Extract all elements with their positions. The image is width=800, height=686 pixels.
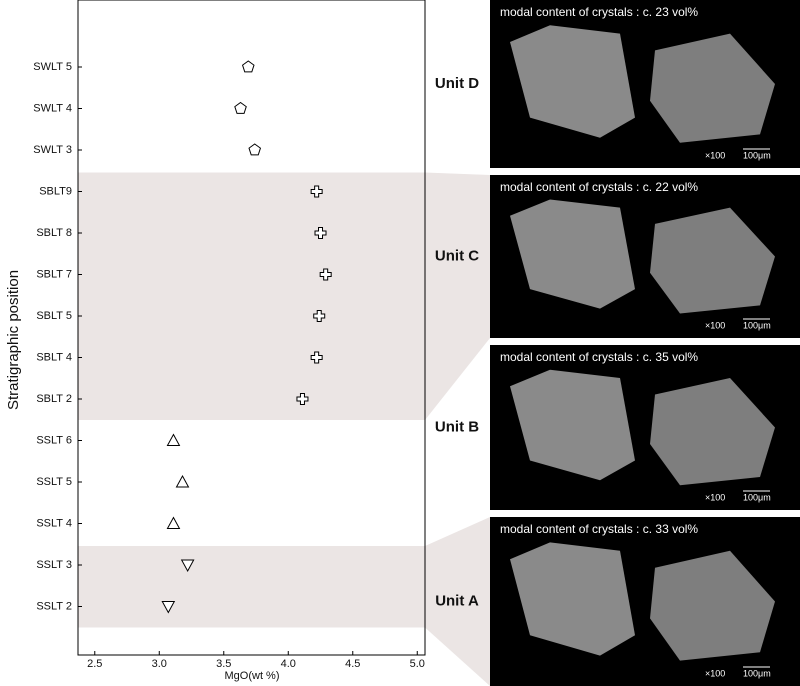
panel-caption: modal content of crystals : c. 23 vol% [500, 5, 698, 19]
x-tick-label: 4.5 [345, 658, 360, 670]
magnification: ×100 [705, 492, 725, 502]
scale-label: 100μm [743, 150, 771, 160]
y-tick-label: SBLT 2 [36, 393, 72, 405]
marker [248, 143, 262, 156]
marker [180, 559, 195, 573]
panel-caption: modal content of crystals : c. 35 vol% [500, 350, 698, 364]
y-tick-label: SWLT 5 [33, 61, 72, 73]
y-tick-label: SWLT 3 [33, 144, 72, 156]
crystal-fragment [650, 378, 775, 486]
marker [310, 185, 323, 198]
marker [175, 474, 190, 488]
x-tick-label: 3.5 [216, 658, 231, 670]
unit-label: Unit D [435, 75, 479, 92]
y-tick-label: SSLT 6 [36, 434, 72, 446]
y-tick-label: SSLT 4 [36, 517, 72, 529]
unit-label: Unit B [435, 418, 479, 435]
marker [296, 393, 309, 405]
panel-caption: modal content of crystals : c. 33 vol% [500, 522, 698, 536]
crystal-fragment [650, 550, 775, 661]
marker [166, 516, 181, 529]
shaded-band [78, 172, 425, 420]
marker [161, 601, 176, 614]
scale-label: 100μm [743, 668, 771, 678]
y-tick-label: SWLT 4 [33, 102, 72, 114]
x-axis-label: MgO(wt %) [225, 670, 280, 682]
crystal-fragment [510, 199, 635, 309]
connector [425, 172, 490, 420]
panel-caption: modal content of crystals : c. 22 vol% [500, 180, 698, 194]
y-tick-label: SSLT 5 [36, 476, 72, 488]
plot-frame [77, 0, 426, 656]
unit-label: Unit A [435, 592, 479, 609]
magnification: ×100 [705, 150, 725, 160]
marker [234, 101, 247, 114]
y-tick-label: SBLT9 [39, 185, 72, 197]
y-tick-label: SSLT 2 [36, 600, 72, 612]
y-tick-label: SBLT 7 [36, 268, 72, 280]
marker [310, 351, 323, 364]
y-tick-label: SBLT 8 [36, 227, 72, 239]
marker [319, 268, 332, 281]
crystal-fragment [510, 369, 635, 481]
crystal-fragment [510, 542, 635, 656]
marker [241, 60, 255, 73]
scale-label: 100μm [743, 492, 771, 502]
connector [425, 517, 490, 686]
marker [314, 227, 327, 239]
x-tick-label: 5.0 [410, 658, 425, 670]
x-tick-label: 3.0 [152, 658, 167, 670]
x-tick-label: 4.0 [281, 658, 296, 670]
unit-label: Unit C [435, 247, 479, 264]
magnification: ×100 [705, 668, 725, 678]
shaded-band [78, 546, 425, 628]
y-axis-label: Stratigraphic position [5, 270, 22, 410]
crystal-fragment [650, 207, 775, 314]
crystal-fragment [650, 33, 775, 143]
crystal-fragment [510, 25, 635, 138]
y-tick-label: SBLT 5 [36, 310, 72, 322]
scale-label: 100μm [743, 320, 771, 330]
y-tick-label: SBLT 4 [36, 351, 72, 363]
magnification: ×100 [705, 320, 725, 330]
x-tick-label: 2.5 [87, 658, 102, 670]
marker [166, 433, 181, 446]
y-tick-label: SSLT 3 [36, 559, 72, 571]
marker [313, 310, 326, 322]
